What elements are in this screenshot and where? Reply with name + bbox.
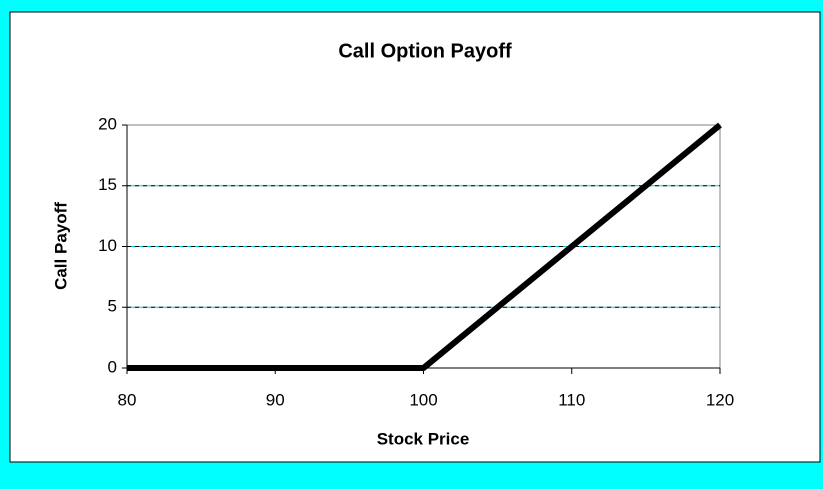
chart-frame bbox=[9, 11, 821, 463]
y-axis-label: Call Payoff bbox=[51, 202, 70, 290]
y-tick-label: 15 bbox=[98, 175, 117, 194]
line-series bbox=[127, 122, 722, 371]
chart-title: Call Option Payoff bbox=[338, 40, 512, 62]
x-tick-label: 80 bbox=[118, 390, 137, 409]
x-tick-label: 90 bbox=[266, 390, 285, 409]
y-tick-label: 5 bbox=[108, 297, 117, 316]
y-tick-label: 20 bbox=[98, 114, 117, 133]
x-axis-label: Stock Price bbox=[377, 429, 470, 448]
x-tick-label: 110 bbox=[558, 390, 585, 409]
y-tick-label: 0 bbox=[108, 357, 117, 376]
x-tick-label: 100 bbox=[409, 390, 437, 409]
x-tick-label: 120 bbox=[706, 390, 734, 409]
y-tick-label: 10 bbox=[98, 236, 117, 255]
